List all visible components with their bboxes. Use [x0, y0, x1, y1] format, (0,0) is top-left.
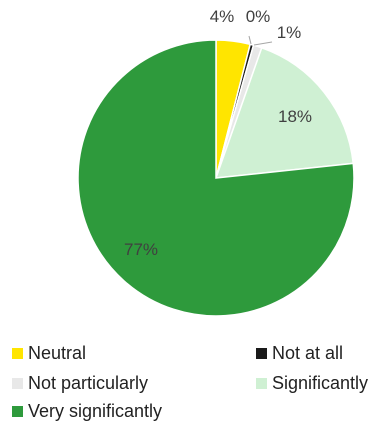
pie-slice-very-significantly: [77, 39, 355, 317]
legend-item-not-particularly: Not particularly: [12, 373, 148, 394]
legend-item-not-at-all: Not at all: [256, 343, 343, 364]
data-label-not-particularly: 1%: [277, 23, 302, 42]
legend-label-significantly: Significantly: [272, 373, 369, 393]
legend-item-significantly: Significantly: [256, 373, 368, 394]
data-label-neutral: 4%: [210, 7, 235, 26]
data-label-very-significantly: 77%: [124, 240, 158, 259]
leader-lines: [248, 35, 273, 46]
legend-label-not-particularly: Not particularly: [28, 373, 149, 393]
legend-item-neutral: Neutral: [12, 343, 86, 364]
legend-swatch-very-significantly: [12, 406, 23, 417]
legend-item-very-significantly: Very significantly: [12, 401, 162, 422]
legend-swatch-neutral: [12, 348, 23, 359]
legend-label-very-significantly: Very significantly: [28, 401, 163, 421]
data-labels: 4% 0% 1% 18% 77%: [124, 7, 312, 259]
pie-slice-significantly: [214, 46, 355, 179]
legend-swatch-not-at-all: [256, 348, 267, 359]
legend-label-neutral: Neutral: [28, 343, 87, 363]
leader-line-not-particularly: [253, 41, 273, 46]
pie-chart: 4% 0% 1% 18% 77%: [77, 7, 355, 317]
data-label-significantly: 18%: [278, 107, 312, 126]
leader-line-not-at-all: [248, 35, 252, 45]
legend-label-not-at-all: Not at all: [272, 343, 344, 363]
pie-slices: [77, 39, 355, 317]
legend-swatch-significantly: [256, 378, 267, 389]
legend-swatch-not-particularly: [12, 378, 23, 389]
data-label-not-at-all: 0%: [246, 7, 271, 26]
